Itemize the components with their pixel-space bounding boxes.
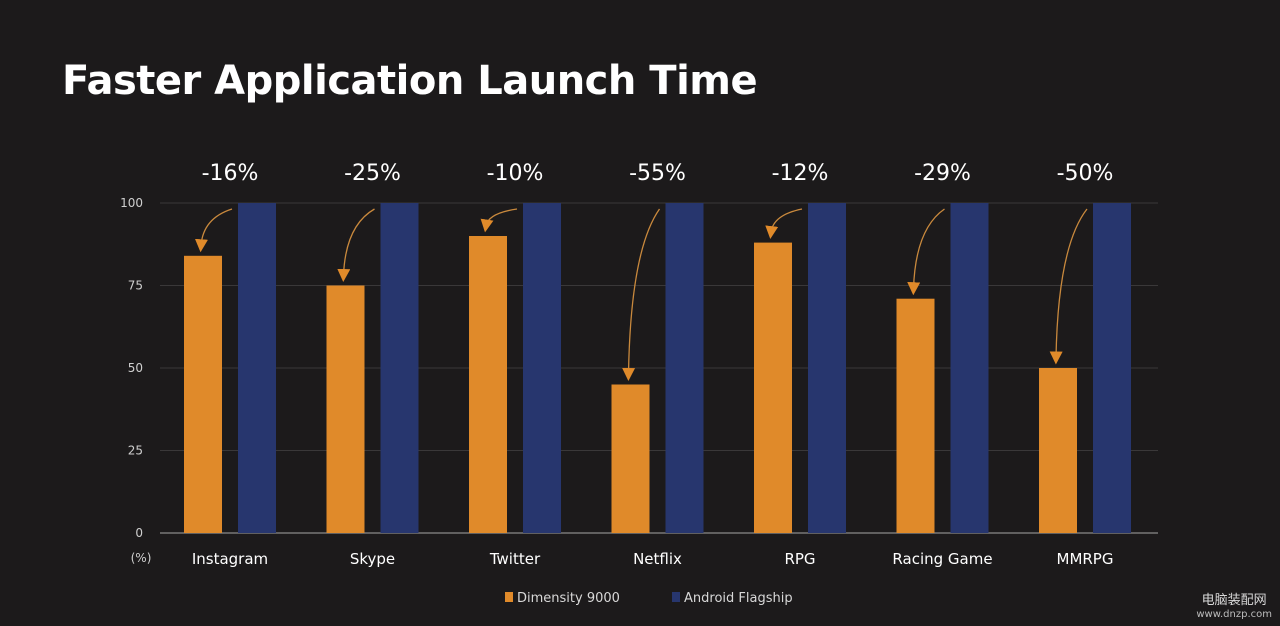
y-tick-label: 25	[128, 444, 143, 458]
bar-dimensity-9000	[184, 255, 222, 534]
bar-dimensity-9000	[754, 242, 792, 533]
reduction-label: -50%	[1057, 161, 1114, 186]
y-tick-label: 100	[120, 196, 143, 210]
y-tick-label: 75	[128, 279, 143, 293]
chart-title: Faster Application Launch Time	[62, 58, 758, 104]
legend-swatch	[505, 592, 513, 602]
bar-dimensity-9000	[1039, 368, 1077, 533]
labels: 0 25 50 75 100 (%) -16% Instagram -25% Skype -10% T…	[120, 161, 1113, 568]
reduction-arrow	[1049, 208, 1088, 365]
reduction-label: -55%	[629, 161, 686, 186]
reduction-label: -12%	[772, 161, 829, 186]
reduction-label: -29%	[914, 161, 971, 186]
bar-android-flagship	[238, 203, 276, 533]
legend-label: Dimensity 9000	[517, 591, 620, 606]
reduction-arrow	[337, 208, 375, 282]
gridlines	[160, 202, 1158, 534]
reduction-arrow	[622, 208, 661, 381]
legend: Dimensity 9000 Android Flagship	[505, 591, 793, 606]
watermark-line1: 电脑装配网	[1201, 592, 1267, 608]
x-category-label: RPG	[784, 550, 815, 568]
watermark: 电脑装配网 www.dnzp.com	[1196, 592, 1272, 620]
reduction-arrow	[480, 208, 518, 233]
x-category-label: Racing Game	[892, 550, 992, 568]
bars	[184, 203, 1131, 534]
x-category-label: Skype	[350, 550, 395, 568]
bar-dimensity-9000	[469, 236, 507, 533]
bar-android-flagship	[665, 203, 704, 533]
watermark-line2: www.dnzp.com	[1196, 608, 1272, 620]
bar-dimensity-9000	[896, 298, 935, 533]
bar-dimensity-9000	[326, 285, 365, 533]
y-tick-label: 0	[135, 526, 143, 540]
bar-android-flagship	[523, 203, 561, 533]
legend-swatch	[672, 592, 680, 602]
reduction-arrow	[765, 208, 803, 240]
x-category-label: Twitter	[489, 550, 541, 568]
x-category-label: MMRPG	[1057, 550, 1114, 568]
x-category-label: Netflix	[633, 550, 682, 568]
bar-android-flagship	[380, 203, 419, 533]
reduction-label: -10%	[487, 161, 544, 186]
y-unit-label: (%)	[131, 551, 152, 565]
bar-dimensity-9000	[611, 384, 650, 533]
reduction-arrow	[907, 208, 945, 296]
bar-android-flagship	[808, 203, 846, 533]
bar-android-flagship	[1093, 203, 1131, 533]
reduction-label: -16%	[202, 161, 259, 186]
reduction-arrow	[194, 208, 233, 253]
x-category-label: Instagram	[192, 550, 268, 568]
legend-label: Android Flagship	[684, 591, 793, 606]
y-tick-label: 50	[128, 361, 143, 375]
bar-android-flagship	[950, 203, 989, 533]
reduction-label: -25%	[344, 161, 401, 186]
